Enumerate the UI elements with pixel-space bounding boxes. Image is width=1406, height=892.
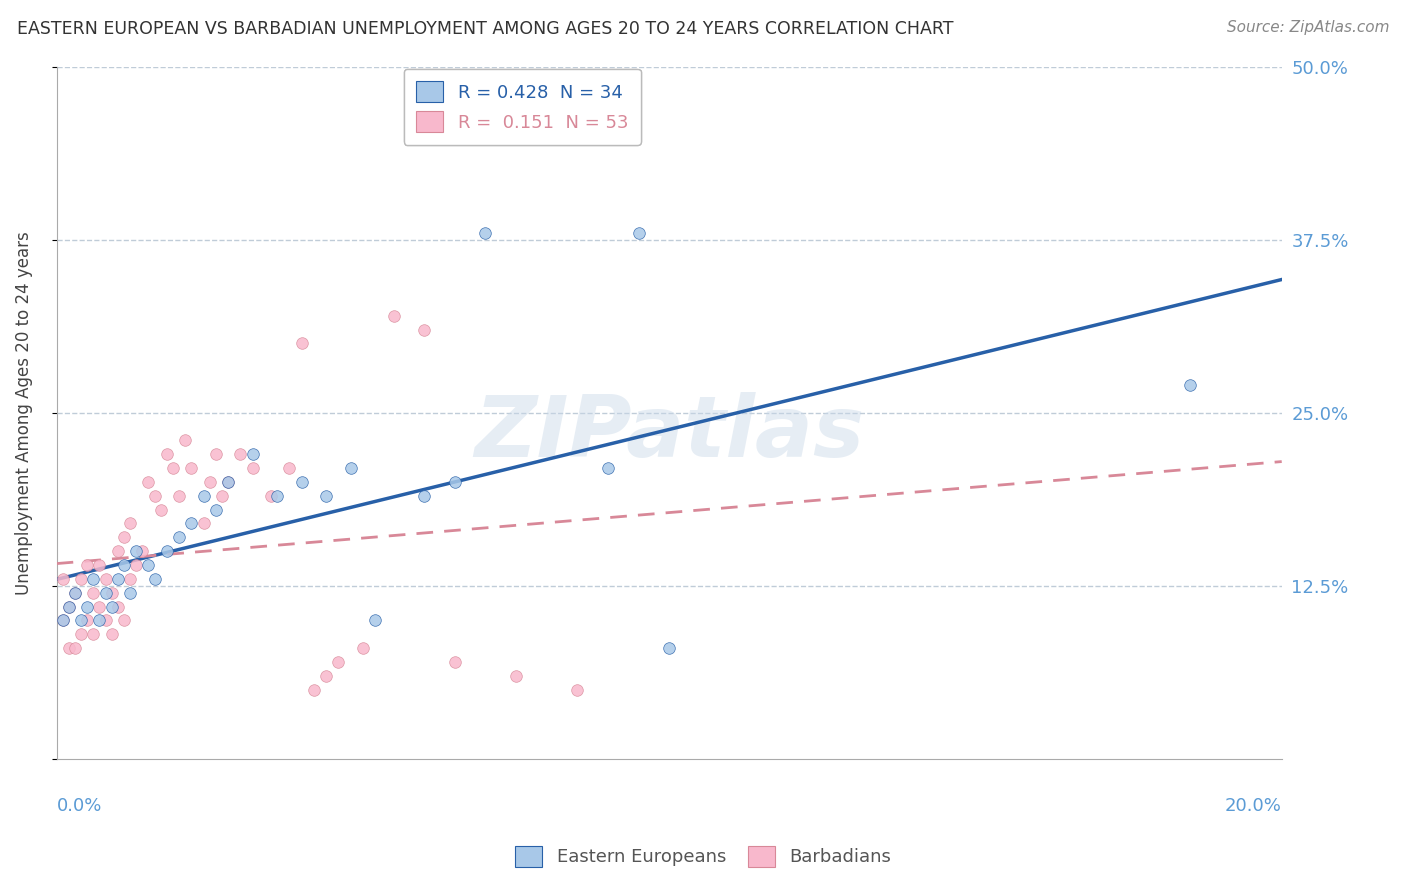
Point bbox=[52, 613, 75, 627]
Point bbox=[58, 599, 80, 614]
Point bbox=[413, 489, 436, 503]
Point bbox=[211, 489, 233, 503]
Point bbox=[82, 627, 104, 641]
Point bbox=[82, 585, 104, 599]
Point bbox=[156, 447, 179, 461]
Point bbox=[156, 544, 179, 558]
Point bbox=[76, 613, 98, 627]
Point bbox=[217, 475, 239, 489]
Point bbox=[443, 655, 465, 669]
Point bbox=[328, 655, 350, 669]
Point bbox=[89, 599, 111, 614]
Point bbox=[291, 336, 314, 351]
Point bbox=[120, 585, 142, 599]
Legend: R = 0.428  N = 34, R =  0.151  N = 53: R = 0.428 N = 34, R = 0.151 N = 53 bbox=[404, 69, 641, 145]
Text: 20.0%: 20.0% bbox=[1225, 797, 1282, 815]
Point bbox=[474, 226, 496, 240]
Point bbox=[443, 475, 465, 489]
Point bbox=[382, 309, 405, 323]
Point bbox=[291, 475, 314, 489]
Point bbox=[1178, 378, 1201, 392]
Point bbox=[94, 585, 117, 599]
Point bbox=[58, 599, 80, 614]
Point bbox=[364, 613, 387, 627]
Point bbox=[266, 489, 288, 503]
Point bbox=[193, 516, 215, 531]
Text: ZIPatlas: ZIPatlas bbox=[474, 392, 865, 475]
Point bbox=[205, 447, 228, 461]
Point bbox=[125, 544, 148, 558]
Point bbox=[100, 627, 122, 641]
Point bbox=[278, 461, 301, 475]
Point bbox=[302, 682, 325, 697]
Point bbox=[63, 640, 86, 655]
Point bbox=[131, 544, 153, 558]
Point bbox=[89, 613, 111, 627]
Point bbox=[198, 475, 221, 489]
Point bbox=[167, 489, 190, 503]
Point bbox=[567, 682, 589, 697]
Point bbox=[180, 516, 202, 531]
Point bbox=[242, 461, 264, 475]
Point bbox=[180, 461, 202, 475]
Point bbox=[112, 530, 135, 544]
Point bbox=[229, 447, 252, 461]
Point bbox=[107, 599, 129, 614]
Point bbox=[76, 599, 98, 614]
Point bbox=[70, 613, 93, 627]
Point bbox=[100, 585, 122, 599]
Point bbox=[112, 613, 135, 627]
Point bbox=[143, 572, 166, 586]
Point bbox=[89, 558, 111, 572]
Legend: Eastern Europeans, Barbadians: Eastern Europeans, Barbadians bbox=[508, 838, 898, 874]
Point bbox=[82, 572, 104, 586]
Point bbox=[120, 572, 142, 586]
Point bbox=[260, 489, 283, 503]
Point bbox=[193, 489, 215, 503]
Point bbox=[58, 640, 80, 655]
Point bbox=[174, 434, 197, 448]
Point bbox=[138, 475, 160, 489]
Point bbox=[162, 461, 184, 475]
Point bbox=[352, 640, 374, 655]
Text: Source: ZipAtlas.com: Source: ZipAtlas.com bbox=[1226, 20, 1389, 35]
Point bbox=[94, 572, 117, 586]
Point bbox=[138, 558, 160, 572]
Point bbox=[76, 558, 98, 572]
Point bbox=[315, 489, 337, 503]
Point bbox=[339, 461, 361, 475]
Point bbox=[596, 461, 619, 475]
Point bbox=[658, 640, 681, 655]
Point bbox=[52, 613, 75, 627]
Point bbox=[217, 475, 239, 489]
Point bbox=[125, 558, 148, 572]
Point bbox=[242, 447, 264, 461]
Point bbox=[63, 585, 86, 599]
Point bbox=[413, 323, 436, 337]
Point bbox=[120, 516, 142, 531]
Point bbox=[70, 627, 93, 641]
Text: EASTERN EUROPEAN VS BARBADIAN UNEMPLOYMENT AMONG AGES 20 TO 24 YEARS CORRELATION: EASTERN EUROPEAN VS BARBADIAN UNEMPLOYME… bbox=[17, 20, 953, 37]
Point bbox=[94, 613, 117, 627]
Point bbox=[205, 502, 228, 516]
Point bbox=[505, 669, 527, 683]
Point bbox=[63, 585, 86, 599]
Point bbox=[52, 572, 75, 586]
Point bbox=[107, 572, 129, 586]
Text: 0.0%: 0.0% bbox=[56, 797, 103, 815]
Point bbox=[167, 530, 190, 544]
Point bbox=[315, 669, 337, 683]
Point bbox=[143, 489, 166, 503]
Point bbox=[627, 226, 650, 240]
Point bbox=[100, 599, 122, 614]
Point bbox=[112, 558, 135, 572]
Point bbox=[107, 544, 129, 558]
Point bbox=[70, 572, 93, 586]
Point bbox=[149, 502, 172, 516]
Y-axis label: Unemployment Among Ages 20 to 24 years: Unemployment Among Ages 20 to 24 years bbox=[15, 231, 32, 595]
